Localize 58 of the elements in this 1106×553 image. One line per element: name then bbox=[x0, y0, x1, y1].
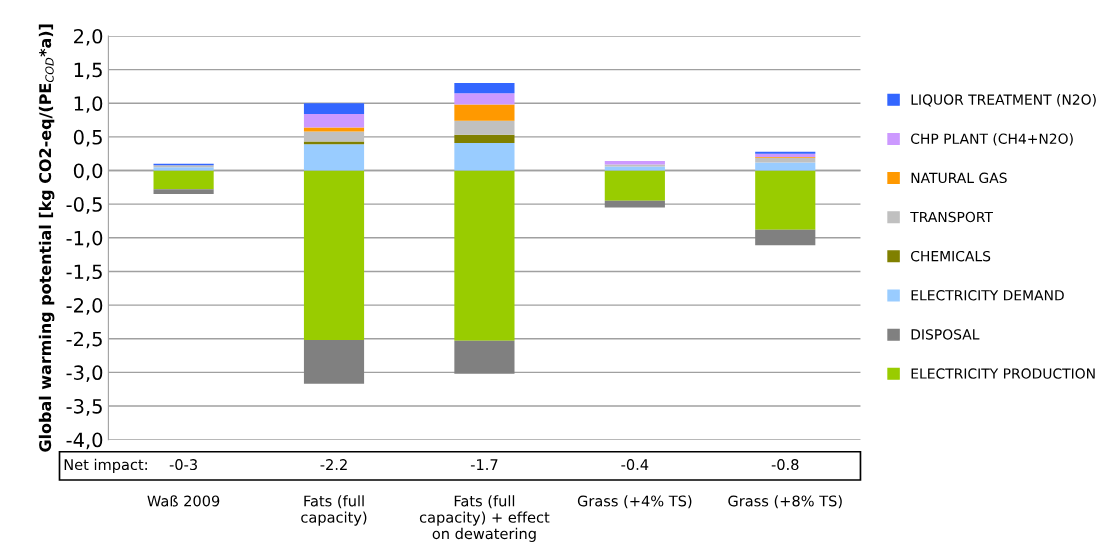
y-tick-label: 2,0 bbox=[74, 28, 103, 46]
bar bbox=[153, 170, 214, 190]
y-tick-label: 0,5 bbox=[73, 129, 102, 147]
y-axis-title: Global warming potential [kg CO2-eq/(PE$_{COD}$*a)] bbox=[38, 24, 55, 452]
y-tick-label: -3,0 bbox=[66, 365, 103, 382]
legend-label: CHP PLANT (CH4+N2O) bbox=[911, 133, 1073, 146]
x-tick-label: Grass (+8% TS) bbox=[728, 495, 842, 509]
legend-label: CHEMICALS bbox=[911, 250, 991, 262]
y-tick-label: -2,5 bbox=[66, 331, 102, 349]
bar bbox=[454, 120, 515, 135]
bar bbox=[604, 166, 665, 171]
text: -2.2 bbox=[320, 459, 347, 470]
legend-label: NATURAL GAS bbox=[911, 172, 1007, 184]
bar bbox=[755, 162, 816, 171]
x-tick-label: Grass (+4% TS) bbox=[577, 495, 692, 509]
bar bbox=[755, 153, 816, 158]
bar bbox=[454, 170, 515, 341]
y-tick-label: -2,0 bbox=[66, 298, 103, 315]
x-tick-label: Waß 2009 bbox=[147, 495, 220, 507]
legend-label: LIQUOR TREATMENT (N2O) bbox=[911, 94, 1096, 107]
bar bbox=[303, 113, 365, 128]
text: -0-3 bbox=[169, 459, 197, 471]
bar bbox=[755, 229, 816, 246]
y-tick-label: 0,0 bbox=[73, 163, 103, 181]
bar bbox=[454, 142, 515, 171]
text: -0.8 bbox=[771, 459, 799, 471]
x-tick-label: Fats (full capacity) bbox=[301, 495, 367, 526]
bar bbox=[604, 200, 665, 208]
legend-label: ELECTRICITY DEMAND bbox=[911, 290, 1064, 301]
bar bbox=[454, 104, 515, 121]
legend-label: DISPOSAL bbox=[911, 329, 980, 340]
bar bbox=[454, 93, 515, 105]
y-tick-label: -1,5 bbox=[66, 264, 102, 282]
y-tick-label: -0,5 bbox=[66, 197, 102, 214]
bar bbox=[303, 170, 365, 341]
y-tick-label: -3,5 bbox=[66, 398, 102, 416]
bar bbox=[303, 340, 365, 384]
bar bbox=[454, 340, 515, 374]
bar bbox=[604, 170, 665, 201]
legend-label: TRANSPORT bbox=[910, 211, 993, 223]
legend-label: ELECTRICITY PRODUCTION bbox=[911, 368, 1095, 379]
bar bbox=[153, 189, 214, 195]
y-tick-label: -4,0 bbox=[66, 432, 103, 450]
bar bbox=[303, 131, 365, 142]
x-tick-label: Fats (full capacity) + effect on dewatering bbox=[419, 495, 550, 542]
text: Net impact: bbox=[64, 458, 147, 473]
bar bbox=[454, 83, 515, 94]
y-tick-label: 1,5 bbox=[74, 62, 102, 80]
y-tick-label: 1,0 bbox=[74, 96, 103, 113]
text: -0.4 bbox=[621, 459, 649, 471]
bar bbox=[454, 134, 515, 143]
bar bbox=[755, 170, 816, 230]
bar bbox=[303, 103, 365, 114]
text: -1.7 bbox=[470, 459, 498, 470]
bar bbox=[303, 127, 365, 132]
bar bbox=[755, 151, 816, 154]
bar bbox=[303, 144, 365, 171]
y-tick-label: -1,0 bbox=[66, 230, 103, 248]
